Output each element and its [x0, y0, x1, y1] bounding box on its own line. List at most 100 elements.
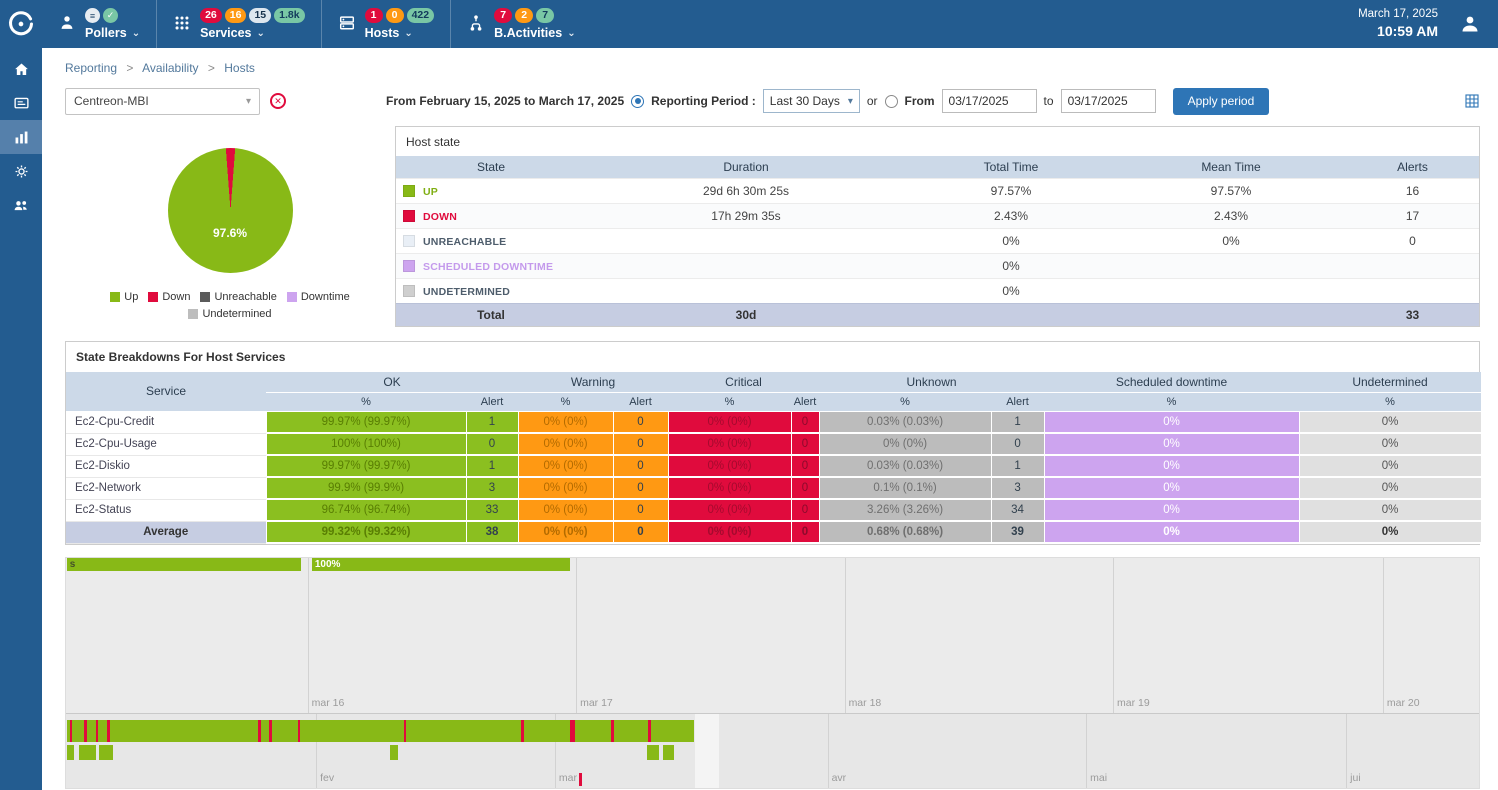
service-link[interactable]: Ec2-Status — [66, 499, 266, 521]
warning-percent: 0% (0%) — [518, 455, 613, 477]
menu-bactivities[interactable]: 727 B.Activities⌄ — [451, 0, 591, 48]
critical-alert-count: 0 — [791, 411, 819, 433]
breadcrumb-availability[interactable]: Availability — [142, 61, 198, 75]
reporting-period-radio[interactable] — [631, 95, 644, 108]
status-history-bar — [67, 720, 694, 742]
status-counter-menus: ≡ ✓ Pollers⌄ 2616151.8k Services⌄ 10422 … — [42, 0, 592, 48]
select-caret-icon: ▾ — [848, 96, 853, 107]
menu-services[interactable]: 2616151.8k Services⌄ — [157, 0, 322, 48]
down-event-tick — [648, 720, 651, 742]
state-color-swatch — [403, 260, 415, 272]
state-label: SCHEDULED DOWNTIME — [423, 261, 553, 273]
to-date-input[interactable]: 03/17/2025 — [1061, 89, 1156, 113]
counter-badge-critical[interactable]: 7 — [494, 8, 512, 23]
down-event-tick — [404, 720, 407, 742]
undetermined-percent: 0% — [1299, 455, 1481, 477]
availability-timeline[interactable]: mar 16mar 17mar 18mar 19mar 20s100% fevm… — [65, 557, 1480, 789]
unknown-percent: 0% (0%) — [819, 433, 991, 455]
current-date-marker — [579, 773, 582, 786]
critical-percent: 0% (0%) — [668, 411, 791, 433]
counter-badge-warning[interactable]: 16 — [225, 8, 247, 23]
undetermined-percent: 0% — [1299, 477, 1481, 499]
state-label: DOWN — [423, 211, 457, 223]
hosts-icon — [338, 14, 356, 35]
breakdown-row: Ec2-Diskio99.97% (99.97%)10% (0%)00% (0%… — [66, 455, 1481, 477]
state-color-swatch — [403, 185, 415, 197]
custom-period-radio[interactable] — [885, 95, 898, 108]
chevron-down-icon: ⌄ — [567, 29, 575, 39]
breakdown-row: Ec2-Network99.9% (99.9%)30% (0%)00% (0%)… — [66, 477, 1481, 499]
counter-badge-ok[interactable]: 7 — [536, 8, 554, 23]
warning-percent: 0% (0%) — [518, 521, 613, 543]
counter-badge-pending[interactable]: 15 — [249, 8, 271, 23]
sub-col-unknown-pct: % — [819, 392, 991, 411]
column-unknown: Unknown — [819, 372, 1044, 392]
breadcrumb-reporting[interactable]: Reporting — [65, 61, 117, 75]
critical-percent: 0% (0%) — [668, 521, 791, 543]
service-link[interactable]: Ec2-Diskio — [66, 455, 266, 477]
user-profile-button[interactable] — [1458, 12, 1482, 36]
or-label: or — [867, 94, 878, 108]
service-link[interactable]: Ec2-Cpu-Credit — [66, 411, 266, 433]
timeline-brush-handle[interactable] — [695, 714, 719, 788]
sidebar-item-home[interactable] — [0, 52, 42, 86]
critical-percent: 0% (0%) — [668, 477, 791, 499]
export-report-icon[interactable] — [1464, 93, 1480, 109]
state-duration: 17h 29m 35s — [586, 203, 906, 228]
counter-badge-ok[interactable]: 422 — [407, 8, 435, 23]
counter-badge-critical[interactable]: 26 — [200, 8, 222, 23]
clock: March 17, 2025 10:59 AM — [1358, 7, 1438, 41]
bar-chart-icon — [13, 129, 30, 146]
service-link[interactable]: Ec2-Cpu-Usage — [66, 433, 266, 455]
counter-badge-critical[interactable]: 1 — [365, 8, 383, 23]
host-state-row: UP29d 6h 30m 25s97.57%97.57%16 — [396, 178, 1479, 203]
month-axis-label: mai — [1086, 772, 1107, 784]
sidebar-item-configuration[interactable] — [0, 154, 42, 188]
critical-alert-count: 0 — [791, 477, 819, 499]
month-axis-label: avr — [828, 772, 847, 784]
filter-toolbar: Centreon-MBI ▾ ✕ From February 15, 2025 … — [65, 84, 1480, 118]
sidebar-item-administration[interactable] — [0, 188, 42, 222]
counter-badge-ok[interactable]: 1.8k — [274, 8, 304, 23]
sidebar-item-reporting[interactable] — [0, 120, 42, 154]
state-color-swatch — [403, 210, 415, 222]
from-date-input[interactable]: 03/17/2025 — [942, 89, 1037, 113]
host-state-title: Host state — [396, 127, 1479, 156]
current-time: 10:59 AM — [1358, 22, 1438, 41]
breadcrumb-hosts[interactable]: Hosts — [224, 61, 255, 75]
timeline-overview-area[interactable]: fevmaravrmaijui — [66, 713, 1479, 788]
down-event-tick — [258, 720, 261, 742]
critical-percent: 0% (0%) — [668, 455, 791, 477]
apply-period-button[interactable]: Apply period — [1173, 88, 1270, 115]
day-axis-label: mar 17 — [576, 697, 613, 709]
column-service: Service — [66, 372, 266, 411]
state-alerts: 0 — [1346, 228, 1479, 253]
legend-label: Up — [124, 291, 138, 303]
sidebar-item-monitoring[interactable] — [0, 86, 42, 120]
reporting-period-select[interactable]: Last 30 Days ▾ — [763, 89, 860, 113]
down-event-tick — [84, 720, 87, 742]
day-gridline — [1113, 558, 1114, 713]
down-event-tick — [298, 720, 301, 742]
secondary-status-segment — [663, 745, 674, 760]
counter-badge-warning[interactable]: 2 — [515, 8, 533, 23]
column-mean-time: Mean Time — [1116, 156, 1346, 178]
unknown-percent: 0.03% (0.03%) — [819, 411, 991, 433]
legend-swatch — [110, 292, 120, 302]
ok-percent: 99.32% (99.32%) — [266, 521, 466, 543]
menu-hosts[interactable]: 10422 Hosts⌄ — [322, 0, 452, 48]
menu-services-label: Services — [200, 26, 251, 40]
undetermined-percent: 0% — [1299, 521, 1481, 543]
counter-badge-warning[interactable]: 0 — [386, 8, 404, 23]
breadcrumb-separator: > — [126, 61, 133, 75]
service-link[interactable]: Ec2-Network — [66, 477, 266, 499]
warning-alert-count: 0 — [613, 411, 668, 433]
centreon-logo[interactable] — [0, 0, 42, 48]
host-select[interactable]: Centreon-MBI ▾ — [65, 88, 260, 115]
menu-hosts-label: Hosts — [365, 26, 400, 40]
host-state-header-row: State Duration Total Time Mean Time Aler… — [396, 156, 1479, 178]
clear-selection-icon[interactable]: ✕ — [270, 93, 286, 109]
secondary-status-segment — [67, 745, 74, 760]
menu-pollers[interactable]: ≡ ✓ Pollers⌄ — [42, 0, 157, 48]
host-select-value: Centreon-MBI — [74, 94, 149, 108]
